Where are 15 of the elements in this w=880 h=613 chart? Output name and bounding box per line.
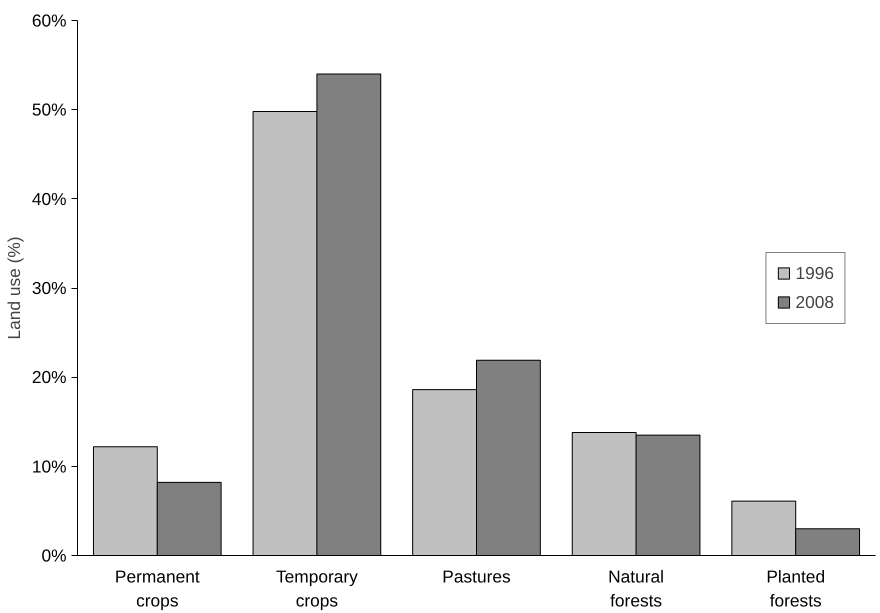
y-tick-label: 60% [32,10,67,30]
y-tick-label: 30% [32,278,67,298]
x-tick-label: Temporary crops [276,566,358,610]
x-tick-label: Permanent crops [114,566,200,610]
x-tick-label: Pastures [442,566,512,586]
y-tick-label: 50% [32,100,67,120]
y-tick-label: 20% [32,367,67,388]
x-tick-label: Natural forests [608,566,664,610]
legend-label: 2008 [795,292,834,312]
y-tick-label: 40% [32,188,67,209]
legend-label: 1996 [795,262,834,284]
y-tick-label: 0% [41,546,66,566]
y-axis-title: Land use (%) [4,236,24,340]
x-tick-label: Planted forests [766,566,826,610]
y-tick-label: 10% [32,456,67,476]
